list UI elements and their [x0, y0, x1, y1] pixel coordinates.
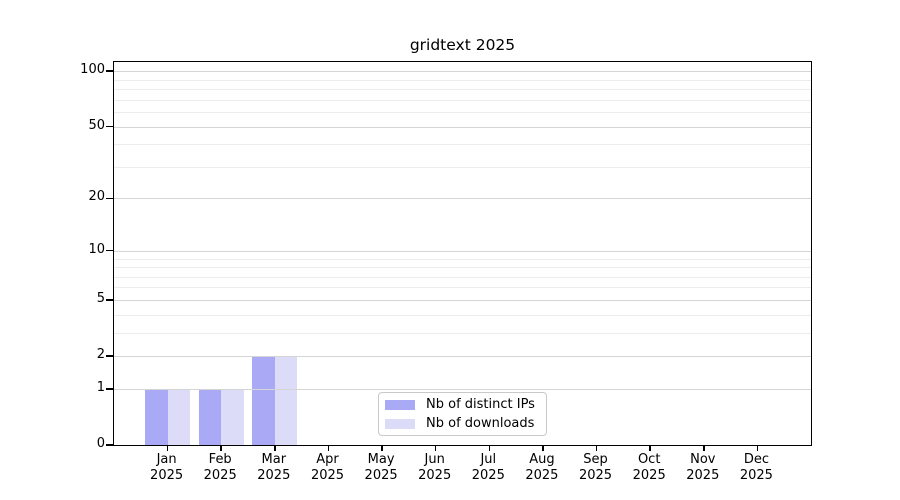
- legend-item-downloads: Nb of downloads: [385, 414, 546, 433]
- y-axis-tick-label: 100: [80, 62, 105, 78]
- minor-gridline: [114, 314, 811, 316]
- major-gridline: [114, 356, 811, 357]
- x-axis-tick: [434, 445, 437, 451]
- plot-area: [106, 61, 812, 451]
- minor-gridline: [114, 144, 811, 146]
- minor-gridline: [114, 287, 811, 289]
- y-axis-tick: [106, 125, 113, 128]
- major-gridline: [114, 126, 811, 128]
- x-axis-tick: [703, 445, 705, 451]
- x-axis-tick-label: Jul 2025: [471, 452, 505, 483]
- chart-title: gridtext 2025: [409, 36, 516, 54]
- minor-gridline: [114, 99, 811, 101]
- minor-gridline: [114, 267, 811, 268]
- minor-gridline: [114, 111, 811, 113]
- major-gridline: [114, 388, 811, 390]
- bar-downloads: [274, 356, 298, 445]
- y-axis-tick: [106, 355, 113, 357]
- legend-swatch-downloads: [385, 418, 415, 429]
- x-axis-tick: [381, 445, 383, 451]
- x-axis-tick-label: Jan 2025: [150, 452, 184, 483]
- x-axis-tick-label: Jun 2025: [418, 452, 452, 483]
- y-axis-tick: [106, 299, 113, 301]
- legend-swatch-distinct-ips: [385, 399, 415, 410]
- minor-gridline: [114, 258, 811, 260]
- x-axis-tick: [542, 445, 544, 451]
- x-axis-tick: [649, 445, 651, 451]
- legend: Nb of distinct IPs Nb of downloads: [378, 392, 547, 436]
- y-axis-tick-label: 20: [88, 189, 105, 205]
- x-axis-tick: [327, 445, 330, 451]
- x-axis-tick: [488, 445, 491, 451]
- y-axis-tick-label: 50: [88, 117, 105, 133]
- bar-distinct-ips: [252, 356, 275, 445]
- y-axis-tick-label: 2: [96, 347, 105, 362]
- minor-gridline: [114, 89, 811, 90]
- minor-gridline: [114, 166, 811, 168]
- major-gridline: [114, 299, 811, 301]
- y-axis-tick: [106, 388, 113, 390]
- x-axis-tick: [220, 445, 222, 451]
- x-axis-tick-label: Apr 2025: [310, 452, 345, 483]
- legend-label-downloads: Nb of downloads: [426, 416, 535, 431]
- y-axis-tick-label: 1: [96, 379, 105, 395]
- x-axis-tick-label: Dec 2025: [739, 452, 773, 483]
- y-axis-tick: [106, 70, 113, 72]
- x-axis-tick-label: Mar 2025: [257, 452, 291, 483]
- x-axis-tick: [166, 445, 169, 451]
- minor-gridline: [114, 79, 811, 81]
- x-axis-tick-label: May 2025: [364, 452, 398, 483]
- x-axis-tick: [595, 445, 598, 451]
- y-axis-tick: [106, 197, 113, 200]
- major-gridline: [114, 198, 811, 200]
- legend-item-distinct-ips: Nb of distinct IPs: [385, 395, 546, 414]
- bar-downloads: [221, 388, 244, 445]
- y-axis-tick: [106, 249, 113, 252]
- major-gridline: [114, 71, 811, 73]
- y-axis-tick: [106, 444, 113, 446]
- y-axis-tick-label: 0: [96, 436, 105, 451]
- y-axis-tick-label: 5: [96, 290, 105, 306]
- minor-gridline: [114, 332, 811, 334]
- bar-distinct-ips: [145, 388, 168, 445]
- x-axis-tick-label: Feb 2025: [203, 452, 237, 483]
- x-axis-tick-label: Nov 2025: [686, 452, 720, 483]
- bar-distinct-ips: [198, 388, 222, 445]
- x-axis-tick-label: Sep 2025: [578, 452, 613, 483]
- major-gridline: [114, 250, 811, 252]
- bar-downloads: [167, 388, 190, 445]
- legend-label-distinct-ips: Nb of distinct IPs: [426, 397, 535, 412]
- x-axis-tick-label: Aug 2025: [525, 452, 559, 483]
- x-axis-tick: [274, 445, 276, 451]
- minor-gridline: [114, 276, 811, 278]
- y-axis-tick-label: 10: [88, 241, 105, 257]
- x-axis-tick-label: Oct 2025: [632, 452, 666, 483]
- x-axis-tick: [756, 445, 759, 451]
